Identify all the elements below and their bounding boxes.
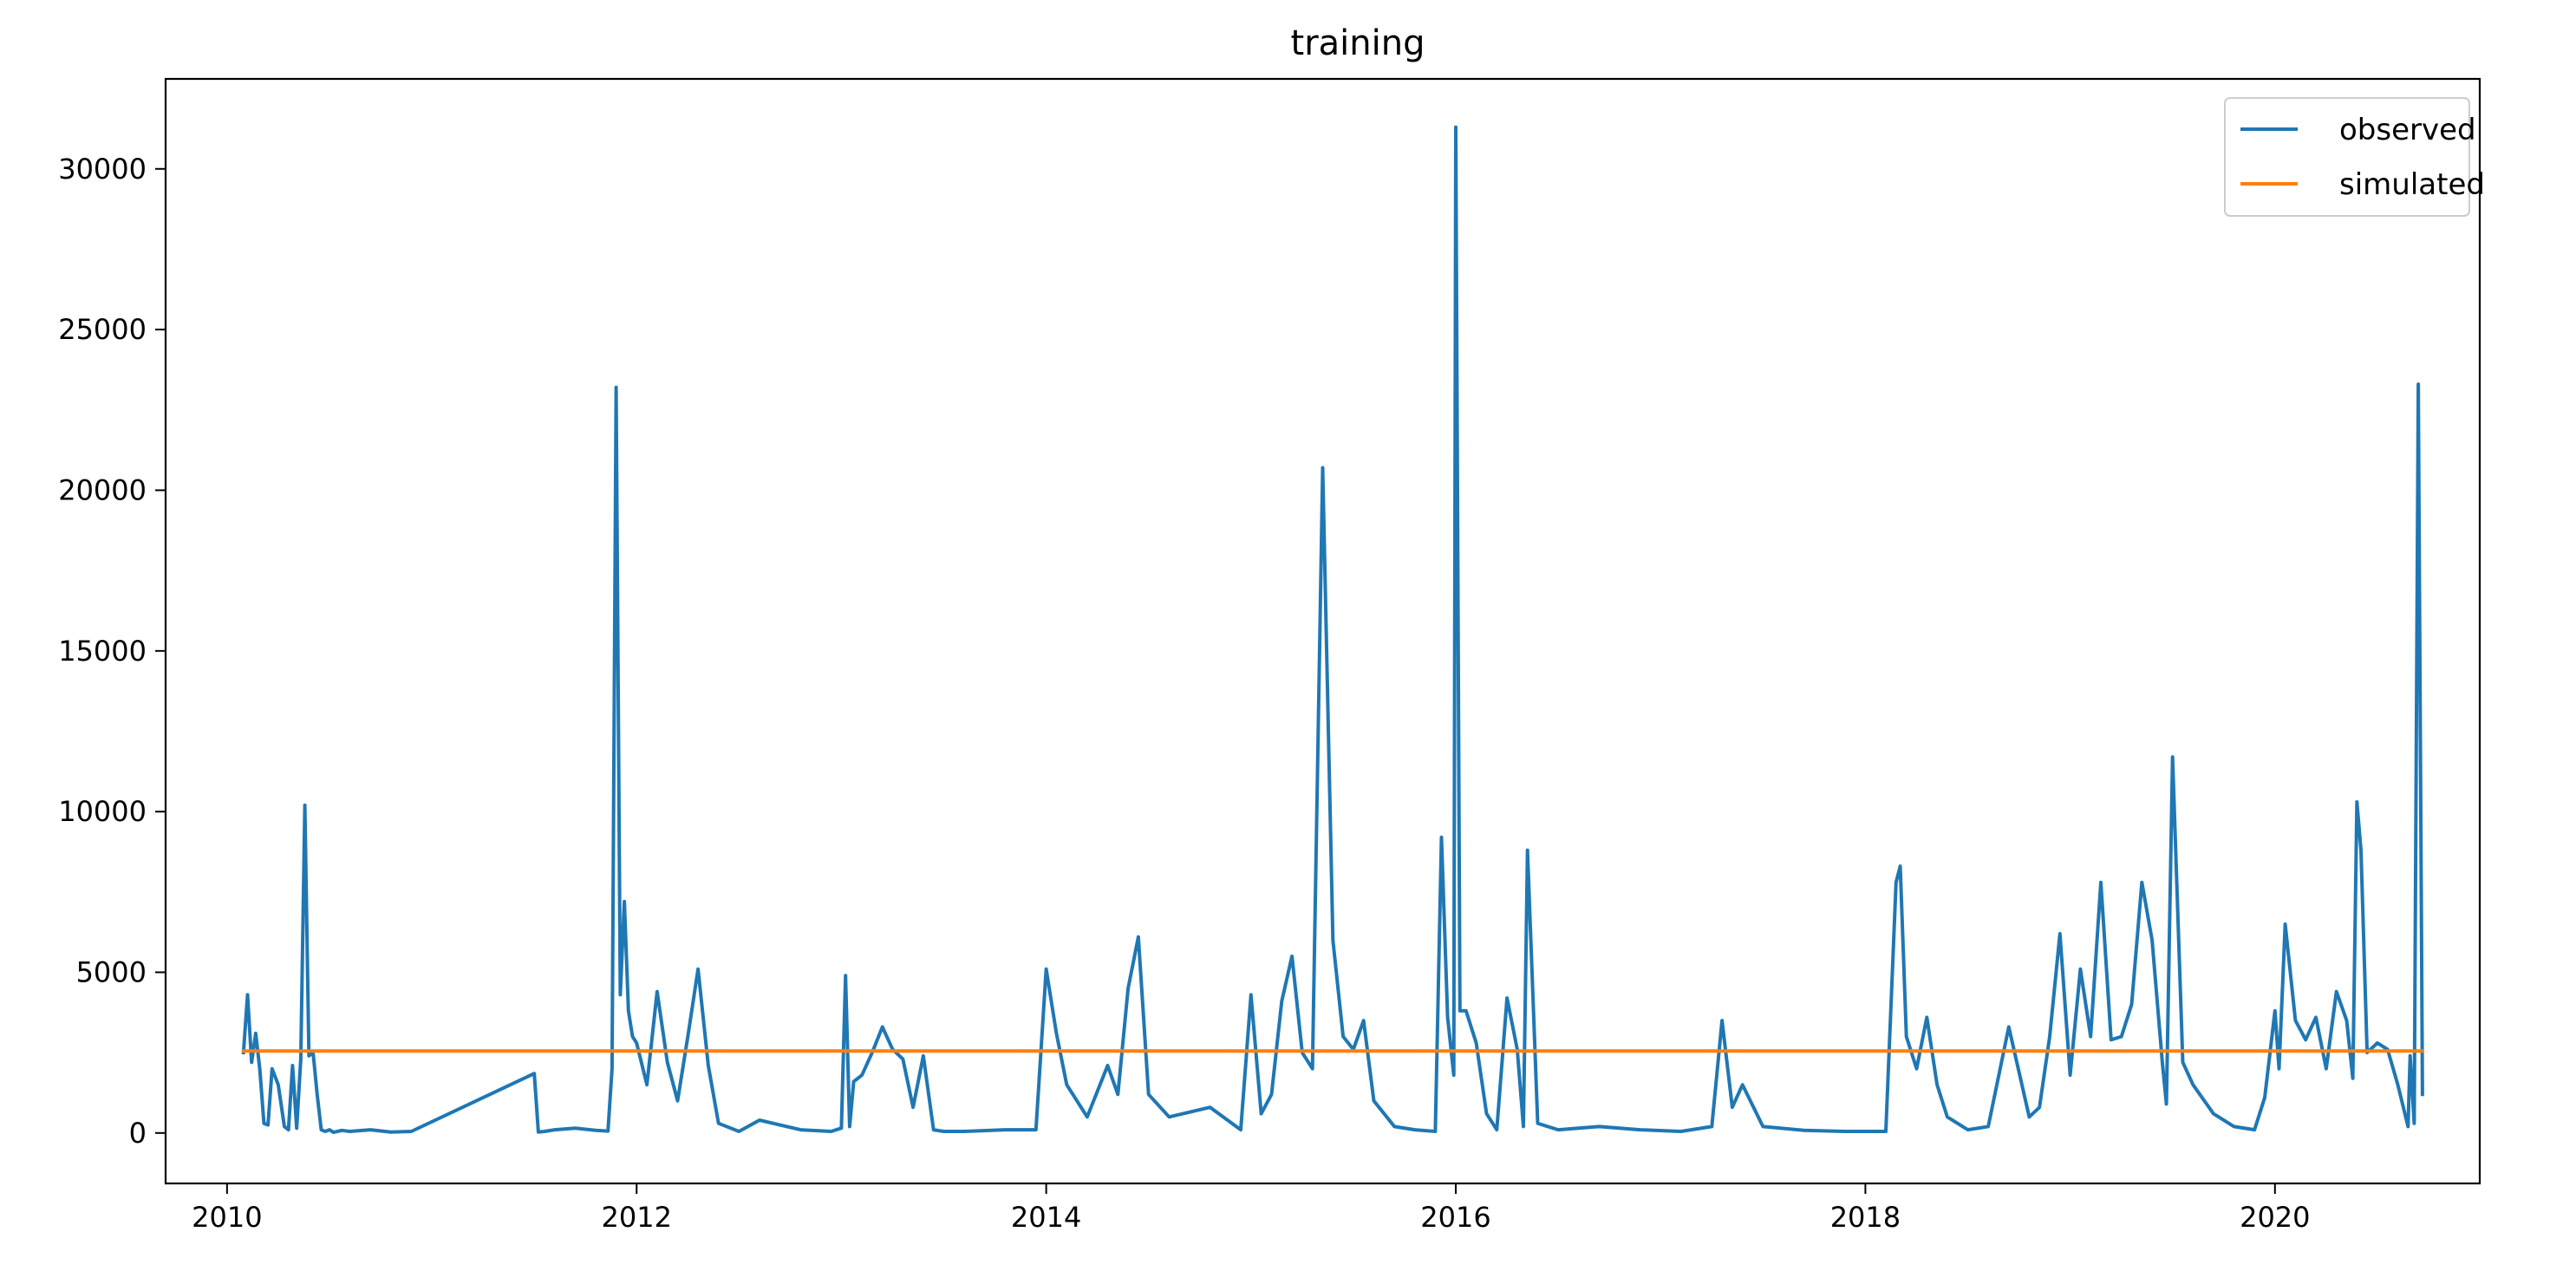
legend: observed simulated — [2224, 97, 2485, 217]
y-tick-label: 5000 — [76, 955, 147, 988]
x-tick-label: 2020 — [2240, 1201, 2310, 1234]
y-tick-label: 20000 — [58, 473, 147, 506]
legend-label-simulated: simulated — [2339, 167, 2485, 202]
x-tick-label: 2010 — [192, 1201, 262, 1234]
y-axis: 0 5000 10000 15000 20000 25000 30000 — [58, 153, 166, 1150]
y-tick-label: 25000 — [58, 313, 147, 346]
axes-frame — [164, 77, 2481, 1185]
x-tick-label: 2014 — [1011, 1201, 1081, 1234]
y-tick-label: 0 — [129, 1117, 147, 1150]
x-tick-label: 2016 — [1420, 1201, 1490, 1234]
x-tick-label: 2012 — [602, 1201, 672, 1234]
chart-title: training — [1291, 23, 1425, 63]
y-tick-label: 15000 — [58, 635, 147, 668]
plot-area — [241, 125, 2424, 1135]
x-tick-label: 2018 — [1830, 1201, 1901, 1234]
y-tick-label: 30000 — [58, 153, 147, 186]
legend-label-observed: observed — [2339, 113, 2476, 147]
y-tick-label: 10000 — [58, 795, 147, 828]
series-line-observed — [241, 125, 2424, 1135]
x-axis: 2010 2012 2014 2016 2018 2020 — [192, 1183, 2311, 1234]
